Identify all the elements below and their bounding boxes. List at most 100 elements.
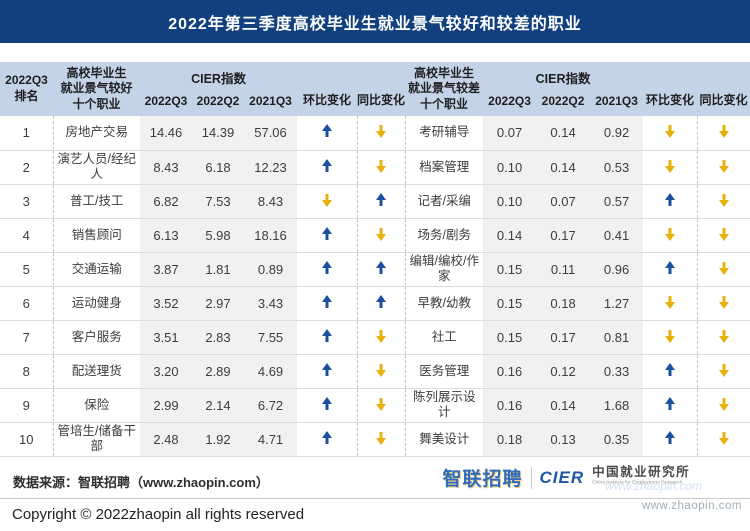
good-2021q3-cell: 6.72: [244, 388, 298, 423]
trend-down-arrow-icon: [718, 329, 729, 343]
good-2022q3-cell: 3.87: [140, 252, 192, 287]
good-2021q3-cell: 8.43: [244, 184, 298, 219]
good-2022q3-header: 2022Q3: [140, 88, 192, 116]
good-qoq-cell: [297, 388, 358, 423]
rank-cell: 1: [0, 116, 54, 151]
bad-2022q2-cell: 0.14: [536, 388, 591, 423]
trend-down-arrow-icon: [718, 261, 729, 275]
trend-down-arrow-icon: [718, 431, 729, 445]
title-bar: 2022年第三季度高校毕业生就业景气较好和较差的职业: [0, 0, 750, 43]
good-2021q3-cell: 3.43: [244, 286, 298, 321]
table-row: 9 保险 2.99 2.14 6.72 陈列展示设计 0.16 0.14 1.68: [0, 388, 750, 423]
bad-yoy-cell: [697, 150, 750, 185]
good-2022q2-cell: 2.89: [192, 354, 244, 389]
trend-down-arrow-icon: [718, 193, 729, 207]
bad-occupation-cell: 编辑/编校/作家: [405, 252, 484, 287]
trend-down-arrow-icon: [664, 329, 675, 343]
bad-yoy-cell: [697, 422, 750, 457]
good-2022q2-cell: 1.81: [192, 252, 244, 287]
watermark-url: www.zhaopin.com: [641, 499, 742, 512]
bad-2022q2-cell: 0.17: [536, 320, 591, 355]
trend-down-arrow-icon: [664, 227, 675, 241]
rank-cell: 8: [0, 354, 54, 389]
good-2021q3-cell: 0.89: [244, 252, 298, 287]
bad-2022q2-header: 2022Q2: [536, 88, 591, 116]
trend-up-arrow-icon: [321, 261, 332, 275]
rank-header: 2022Q3 排名: [0, 62, 53, 116]
bad-2021q3-cell: 0.81: [590, 320, 644, 355]
trend-down-arrow-icon: [376, 431, 387, 445]
good-yoy-cell: [357, 116, 406, 151]
good-occupation-cell: 保险: [53, 388, 140, 423]
good-2022q3-cell: 2.48: [140, 422, 192, 457]
bad-2022q2-cell: 0.18: [536, 286, 591, 321]
bad-occupations-header: 高校毕业生 就业景气较差 十个职业: [405, 62, 484, 116]
good-yoy-cell: [357, 320, 406, 355]
trend-down-arrow-icon: [376, 159, 387, 173]
bad-qoq-header: 环比变化: [643, 62, 698, 116]
trend-up-arrow-icon: [321, 159, 332, 173]
table-row: 7 客户服务 3.51 2.83 7.55 社工 0.15 0.17 0.81: [0, 320, 750, 355]
good-2022q3-cell: 3.51: [140, 320, 192, 355]
trend-down-arrow-icon: [664, 295, 675, 309]
good-yoy-cell: [357, 184, 406, 219]
good-2021q3-cell: 7.55: [244, 320, 298, 355]
bad-yoy-cell: [697, 354, 750, 389]
good-2021q3-cell: 4.71: [244, 422, 298, 457]
good-2022q2-header: 2022Q2: [192, 88, 244, 116]
employment-index-table: 2022Q3 排名 高校毕业生 就业景气较好 十个职业 CIER指数 环比变化 …: [0, 62, 750, 457]
trend-down-arrow-icon: [718, 363, 729, 377]
bad-2022q3-header: 2022Q3: [483, 88, 537, 116]
bad-qoq-cell: [643, 252, 698, 287]
cier-institute-en: China Institute for Employment Research: [592, 479, 683, 485]
zhaopin-logo: 智联招聘: [442, 469, 523, 490]
cier-index-header-good: CIER指数: [140, 62, 298, 88]
good-2021q3-header: 2021Q3: [244, 88, 298, 116]
trend-down-arrow-icon: [718, 397, 729, 411]
trend-up-arrow-icon: [376, 295, 387, 309]
bad-occupation-cell: 陈列展示设计: [405, 388, 484, 423]
good-occupation-cell: 运动健身: [53, 286, 140, 321]
trend-down-arrow-icon: [376, 227, 387, 241]
bad-2022q2-cell: 0.12: [536, 354, 591, 389]
bad-qoq-cell: [643, 320, 698, 355]
bad-2021q3-cell: 1.27: [590, 286, 644, 321]
good-occupation-cell: 销售顾问: [53, 218, 140, 253]
table-header: 2022Q3 排名 高校毕业生 就业景气较好 十个职业 CIER指数 环比变化 …: [0, 62, 750, 116]
trend-up-arrow-icon: [664, 431, 675, 445]
trend-up-arrow-icon: [664, 397, 675, 411]
bad-2022q3-cell: 0.14: [483, 218, 537, 253]
good-yoy-cell: [357, 218, 406, 253]
rank-cell: 4: [0, 218, 54, 253]
good-2022q2-cell: 2.97: [192, 286, 244, 321]
bad-occupation-cell: 档案管理: [405, 150, 484, 185]
good-occupations-header: 高校毕业生 就业景气较好 十个职业: [53, 62, 140, 116]
good-yoy-cell: [357, 252, 406, 287]
good-2022q2-cell: 2.14: [192, 388, 244, 423]
good-2022q3-cell: 8.43: [140, 150, 192, 185]
bad-2022q2-cell: 0.14: [536, 150, 591, 185]
good-occupation-cell: 演艺人员/经纪人: [53, 150, 140, 185]
good-2022q2-cell: 5.98: [192, 218, 244, 253]
cier-logo: CIER: [539, 467, 585, 487]
good-2021q3-cell: 12.23: [244, 150, 298, 185]
good-2022q3-cell: 6.13: [140, 218, 192, 253]
trend-up-arrow-icon: [321, 397, 332, 411]
good-occupation-cell: 交通运输: [53, 252, 140, 287]
bad-2022q3-cell: 0.10: [483, 150, 537, 185]
trend-up-arrow-icon: [376, 261, 387, 275]
bad-yoy-cell: [697, 116, 750, 151]
trend-down-arrow-icon: [321, 193, 332, 207]
page-title: 2022年第三季度高校毕业生就业景气较好和较差的职业: [168, 15, 582, 33]
cier-institute-label: 中国就业研究所 China Institute for Employment R…: [592, 465, 738, 489]
good-2022q2-cell: 1.92: [192, 422, 244, 457]
bad-qoq-cell: [643, 286, 698, 321]
good-2022q2-cell: 7.53: [192, 184, 244, 219]
table-row: 6 运动健身 3.52 2.97 3.43 早教/幼教 0.15 0.18 1.27: [0, 286, 750, 321]
good-2021q3-cell: 4.69: [244, 354, 298, 389]
rank-cell: 9: [0, 388, 54, 423]
good-qoq-cell: [297, 252, 358, 287]
bad-2021q3-cell: 0.53: [590, 150, 644, 185]
good-2022q3-cell: 6.82: [140, 184, 192, 219]
bad-2021q3-cell: 0.96: [590, 252, 644, 287]
